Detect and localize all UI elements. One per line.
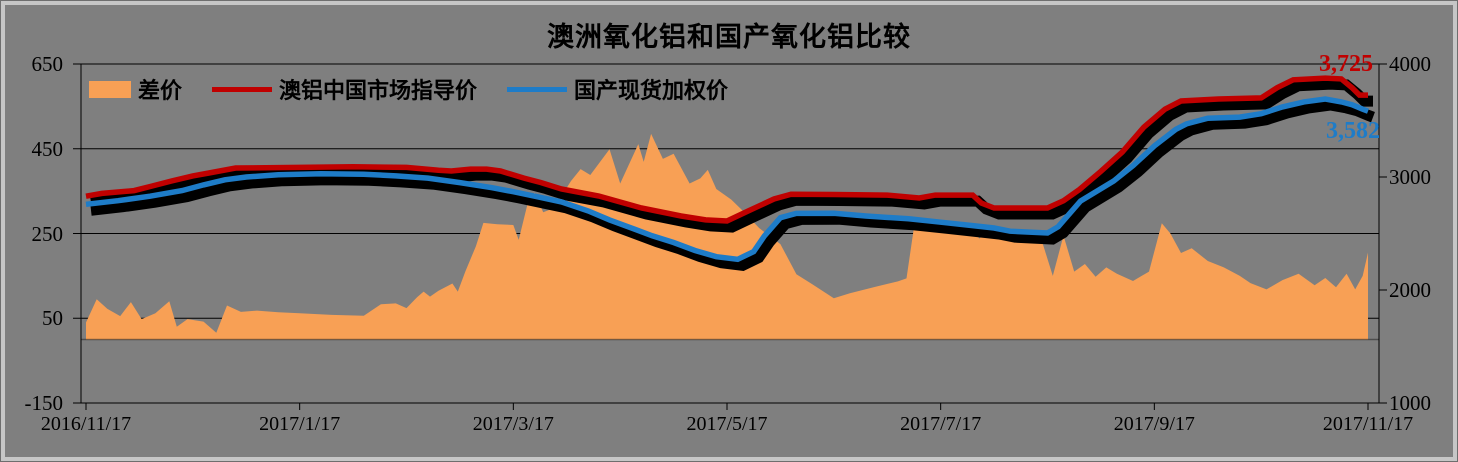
legend-item-aus-price: 澳铝中国市场指导价 bbox=[212, 73, 477, 105]
right-axis-tick-label: 4000 bbox=[1389, 52, 1431, 76]
right-axis-tick-label: 3000 bbox=[1389, 165, 1431, 189]
axes-and-ticks bbox=[73, 63, 1387, 410]
legend-item-domestic-price: 国产现货加权价 bbox=[507, 73, 728, 105]
x-axis-tick-label: 2017/11/17 bbox=[1322, 413, 1414, 435]
diff-area-series bbox=[86, 133, 1368, 340]
left-axis-tick-label: 50 bbox=[42, 306, 63, 331]
legend-label-diff: 差价 bbox=[138, 78, 183, 103]
domestic-price-line-series bbox=[85, 96, 1369, 263]
legend-label-domestic-price: 国产现货加权价 bbox=[574, 78, 729, 103]
chart-title: 澳洲氧化铝和国产氧化铝比较 bbox=[547, 22, 911, 52]
x-axis-tick-label: 2017/5/17 bbox=[686, 413, 768, 435]
left-axis-tick-label: -150 bbox=[24, 391, 64, 415]
aus-price-line-series bbox=[85, 75, 1368, 224]
red-series-end-value-label: 3,725 bbox=[1319, 51, 1373, 77]
x-axis-tick-label: 2016/11/17 bbox=[40, 413, 132, 435]
国产现货加权价-shadow bbox=[90, 99, 1375, 271]
x-axis-tick-label: 2017/3/17 bbox=[472, 413, 554, 435]
blue-series-end-value-label: 3,582 bbox=[1326, 118, 1380, 144]
left-axis-tick-label: 650 bbox=[31, 52, 64, 76]
right-axis-tick-label: 1000 bbox=[1389, 391, 1431, 415]
legend-item-diff: 差价 bbox=[89, 73, 182, 105]
left-axis-tick-label: 450 bbox=[31, 136, 64, 161]
blue-line-swatch-icon bbox=[507, 86, 568, 92]
series-group bbox=[81, 75, 1379, 341]
red-line-swatch-icon bbox=[212, 86, 273, 92]
legend-label-aus-price: 澳铝中国市场指导价 bbox=[279, 78, 478, 103]
x-axis-tick-label: 2017/7/17 bbox=[900, 413, 982, 435]
area-swatch-icon bbox=[89, 80, 131, 98]
x-axis-tick-label: 2017/9/17 bbox=[1113, 413, 1195, 435]
left-axis-tick-label: 250 bbox=[31, 221, 64, 246]
x-axis-tick-label: 2017/1/17 bbox=[259, 413, 341, 435]
right-axis-tick-label: 2000 bbox=[1389, 278, 1431, 302]
legend: 差价 澳铝中国市场指导价 国产现货加权价 bbox=[89, 73, 728, 105]
